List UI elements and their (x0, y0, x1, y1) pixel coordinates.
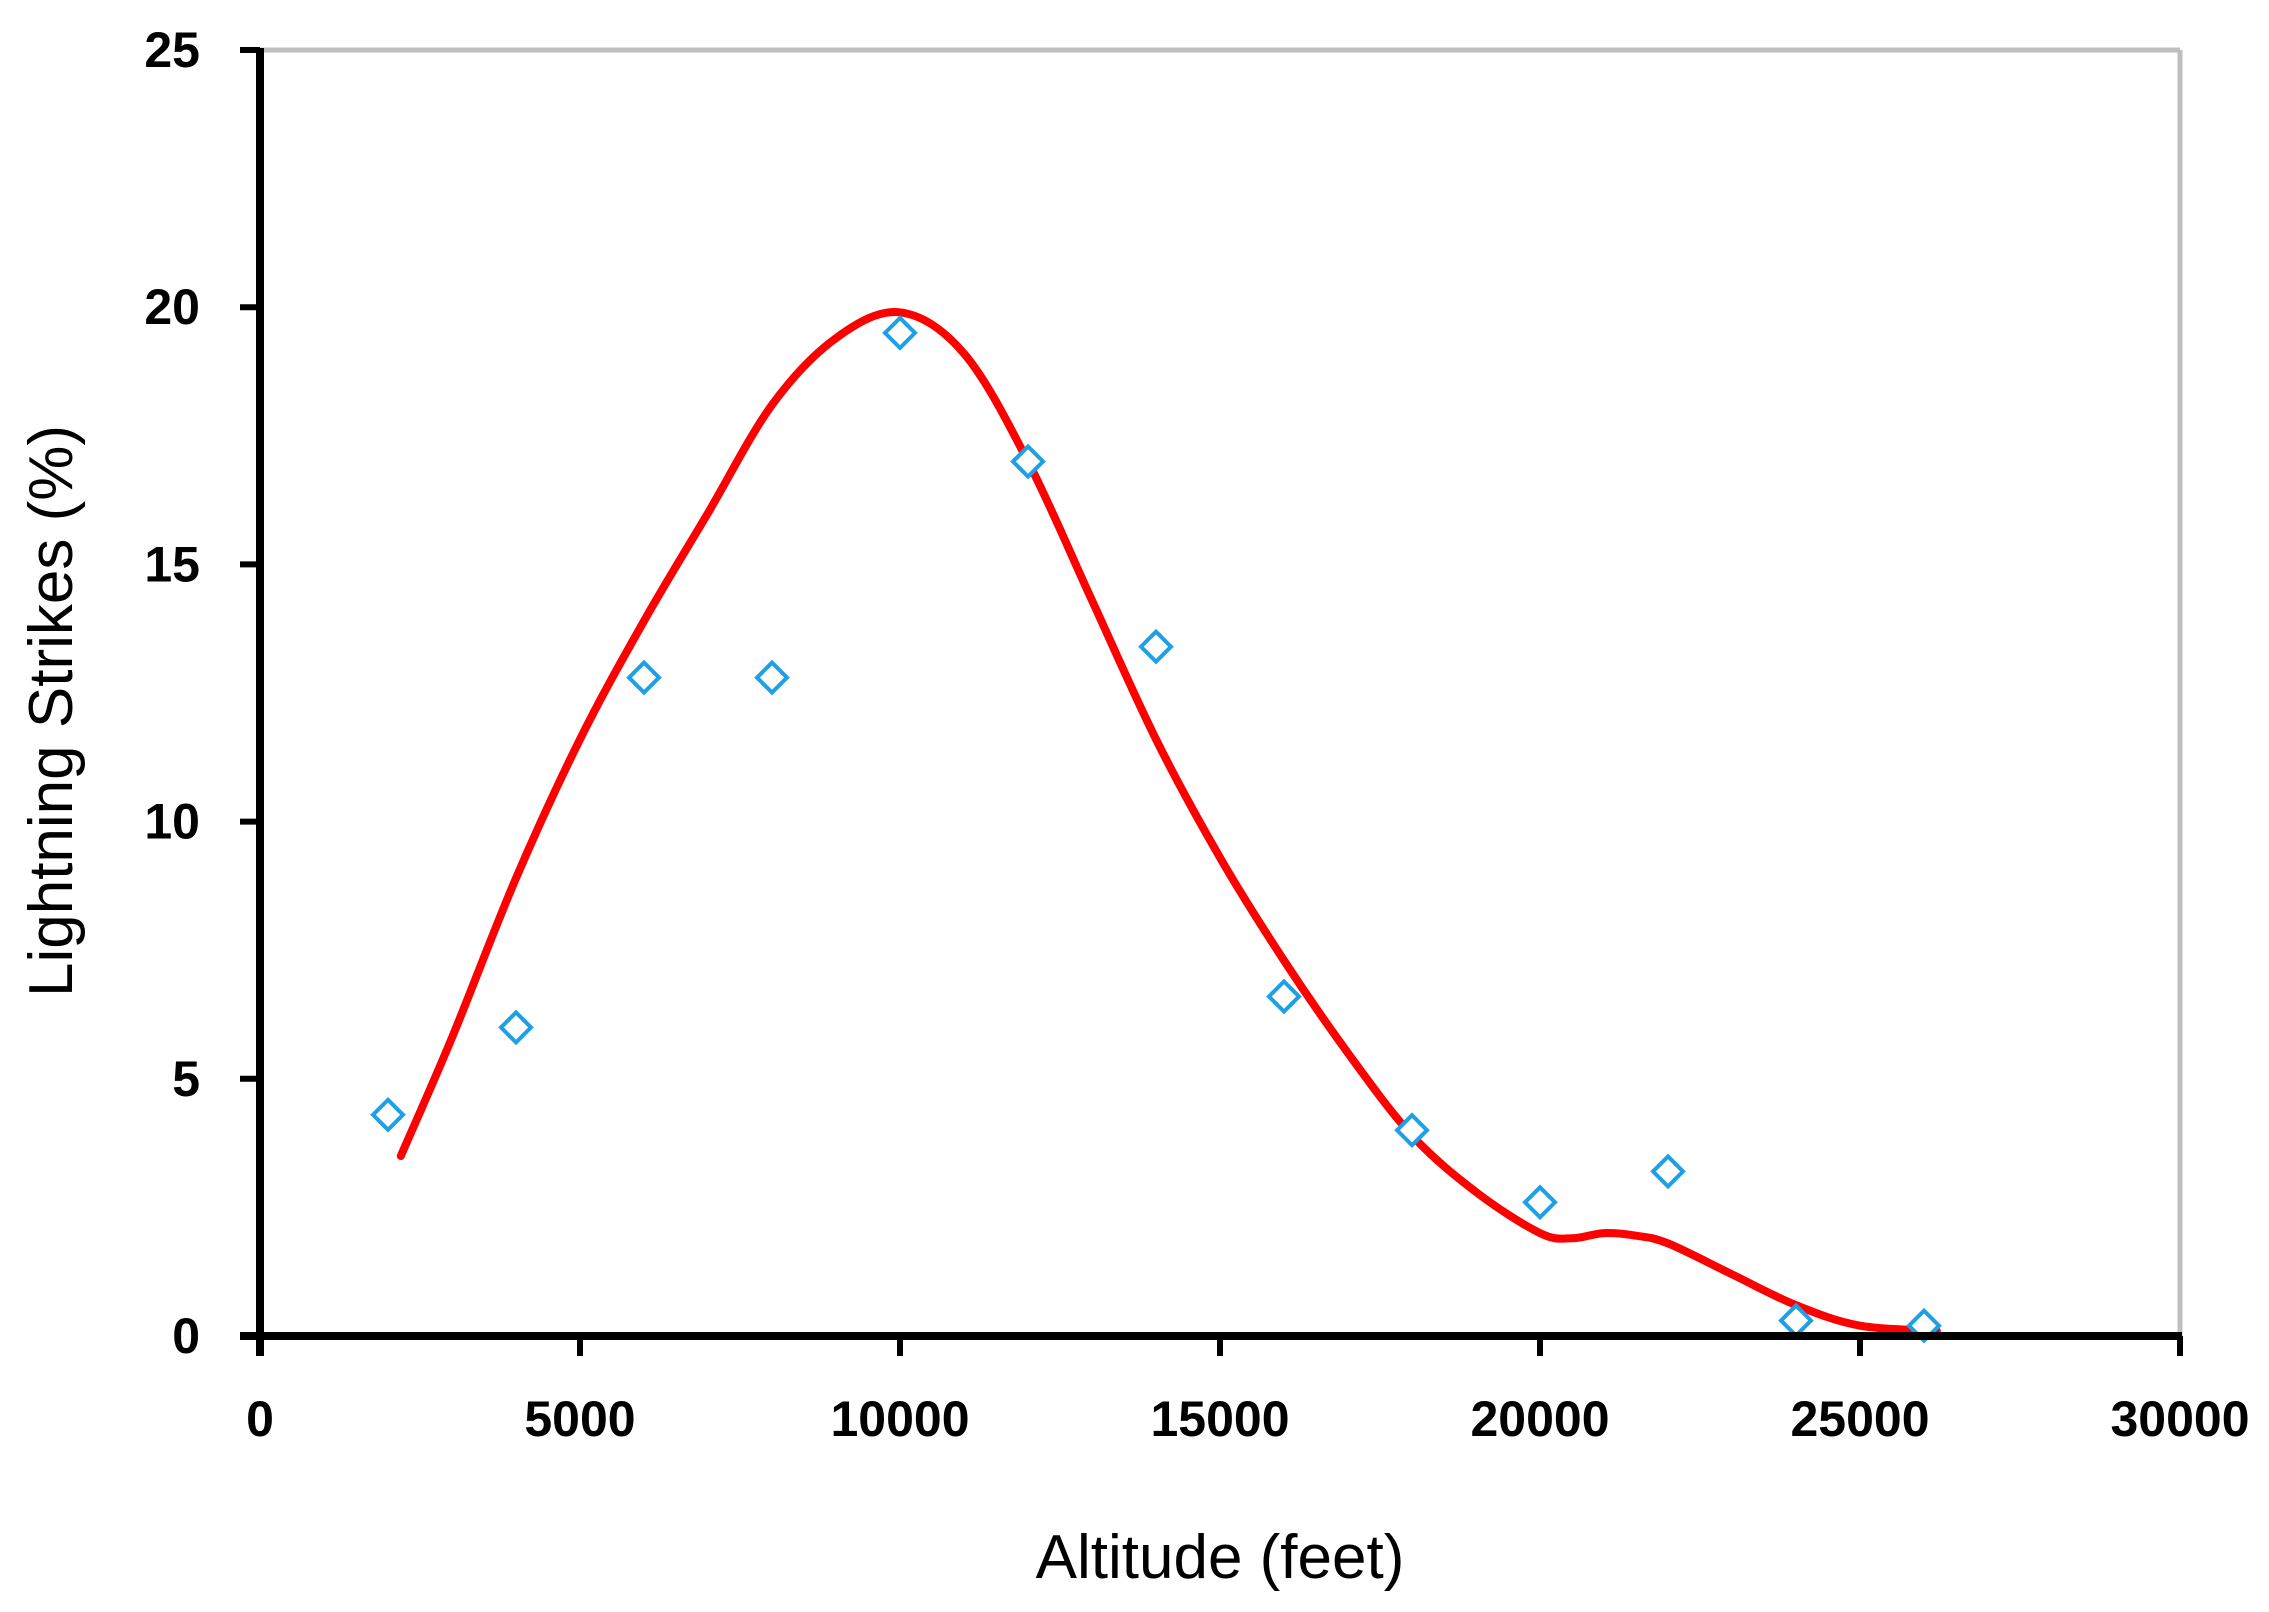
y-tick-label: 10 (144, 794, 200, 850)
axes (240, 47, 2183, 1356)
data-markers-layer (370, 315, 1942, 1344)
x-tick-label: 5000 (524, 1391, 635, 1447)
data-point-marker (498, 1009, 534, 1046)
data-point-marker (626, 659, 662, 696)
y-tick-label: 5 (172, 1051, 200, 1107)
x-tick-label: 15000 (1150, 1391, 1289, 1447)
data-point-marker (754, 659, 790, 696)
y-tick-label: 0 (172, 1308, 200, 1364)
data-point-marker (1394, 1112, 1430, 1149)
x-tick-label: 20000 (1470, 1391, 1609, 1447)
data-point-marker (882, 315, 918, 351)
y-tick-label: 25 (144, 22, 200, 78)
y-tick-label: 20 (144, 279, 200, 335)
x-tick-label: 25000 (1790, 1391, 1929, 1447)
trend-curve-line (396, 308, 1941, 1335)
trend-curve-layer (396, 308, 1941, 1335)
data-point-marker (1266, 978, 1302, 1015)
x-tick-label: 10000 (830, 1391, 969, 1447)
y-tick-label: 15 (144, 536, 200, 592)
data-point-marker (1650, 1153, 1686, 1190)
plot-area-border (260, 47, 2183, 1336)
x-axis-title: Altitude (feet) (1036, 1523, 1405, 1592)
y-axis-title: Lightning Strikes (%) (17, 425, 86, 997)
data-point-marker (370, 1096, 406, 1133)
x-tick-label: 0 (246, 1391, 274, 1447)
data-point-marker (1010, 443, 1046, 480)
tick-labels: 0 5000 10000 15000 20000 25000 30000 0 5 10 15 20 25 (144, 22, 2249, 1447)
data-point-marker (1522, 1184, 1558, 1221)
x-tick-label: 30000 (2110, 1391, 2249, 1447)
data-point-marker (1138, 628, 1174, 665)
